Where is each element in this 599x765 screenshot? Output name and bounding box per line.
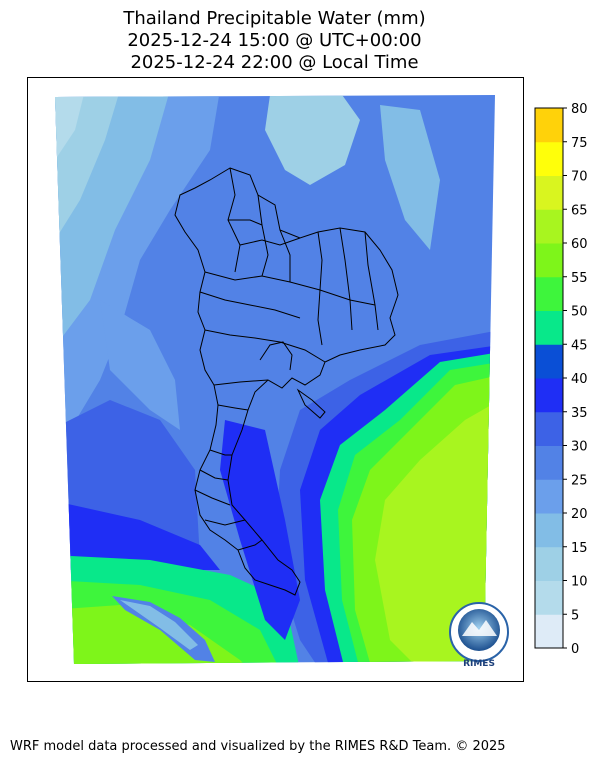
thailand-borders xyxy=(174,167,399,596)
colorbar-segment xyxy=(535,141,563,176)
colorbar-segment xyxy=(535,411,563,446)
colorbar-segment xyxy=(535,580,563,615)
colorbar-tick-label: 65 xyxy=(571,203,588,218)
colorbar-segment xyxy=(535,614,563,649)
colorbar-segment xyxy=(535,479,563,514)
colorbar-tick-label: 50 xyxy=(571,305,588,320)
colorbar-tick-label: 0 xyxy=(571,642,579,657)
colorbar-tick-label: 5 xyxy=(571,608,579,623)
colorbar-tick-label: 30 xyxy=(571,440,588,455)
colorbar-segment xyxy=(535,344,563,379)
map-title-line-2: 2025-12-24 15:00 @ UTC+00:00 xyxy=(127,30,422,51)
colorbar-tick-label: 45 xyxy=(571,338,588,353)
colorbar-tick-label: 40 xyxy=(571,372,588,387)
colorbar-segment xyxy=(535,108,563,143)
colorbar-segment xyxy=(535,378,563,413)
map-title-line-1: Thailand Precipitable Water (mm) xyxy=(123,8,426,29)
colorbar-tick-label: 25 xyxy=(571,473,588,488)
colorbar-tick-label: 20 xyxy=(571,507,588,522)
footer-credit: WRF model data processed and visualized … xyxy=(10,739,506,754)
colorbar: 0 5 10 15 20 25 30 35 40 45 50 55 60 65 70 75 80 xyxy=(534,102,588,657)
colorbar-segment xyxy=(535,209,563,244)
colorbar-segment xyxy=(535,513,563,548)
colorbar-segment xyxy=(535,243,563,278)
colorbar-tick-label: 55 xyxy=(571,271,588,286)
colorbar-tick-label: 70 xyxy=(571,170,588,185)
colorbar-tick-label: 35 xyxy=(571,406,588,421)
colorbar-tick-label: 60 xyxy=(571,237,588,252)
rimes-logo: RIMES xyxy=(449,602,509,669)
colorbar-tick-label: 80 xyxy=(571,102,588,117)
colorbar-segment xyxy=(535,546,563,581)
colorbar-tick-label: 10 xyxy=(571,575,588,590)
colorbar-tick-label: 75 xyxy=(571,136,588,151)
colorbar-segment xyxy=(535,445,563,480)
colorbar-segment xyxy=(535,310,563,345)
colorbar-segment xyxy=(535,175,563,210)
precipitable-water-field xyxy=(55,95,495,664)
map-title-line-3: 2025-12-24 22:00 @ Local Time xyxy=(130,52,419,73)
colorbar-segment xyxy=(535,276,563,311)
colorbar-tick-label: 15 xyxy=(571,541,588,556)
logo-text: RIMES xyxy=(463,659,495,669)
